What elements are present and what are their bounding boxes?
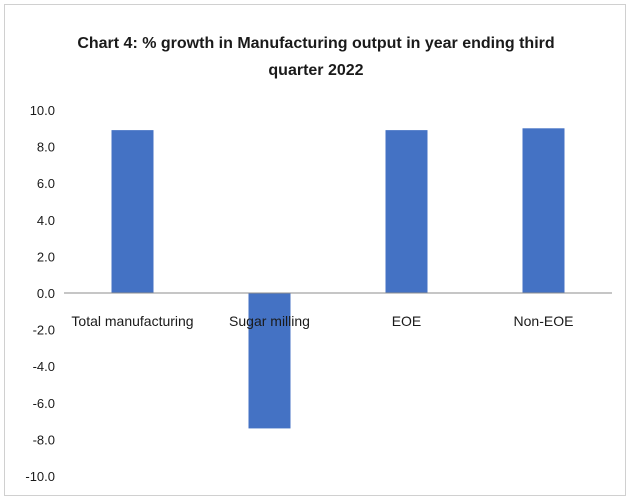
bar-series — [111, 128, 565, 429]
y-axis-tick-labels: 10.0 8.0 6.0 4.0 2.0 0.0 -2.0 -4.0 -6.0 -8.0 -10.0 — [25, 103, 55, 484]
chart-title: Chart 4: % growth in Manufacturing outpu… — [77, 35, 554, 79]
bar — [385, 130, 428, 293]
x-category-label: Non-EOE — [514, 313, 574, 329]
y-tick-label: 8.0 — [37, 140, 55, 155]
chart-frame — [4, 4, 626, 496]
y-tick-label: -6.0 — [33, 396, 55, 411]
y-tick-label: 4.0 — [37, 213, 55, 228]
x-category-label: Sugar milling — [229, 313, 310, 329]
chart-title-line-1: Chart 4: % growth in Manufacturing outpu… — [77, 35, 554, 52]
y-tick-label: 2.0 — [37, 249, 55, 264]
y-tick-label: -4.0 — [33, 359, 55, 374]
x-axis-category-labels: Total manufacturing Sugar milling EOE Non-E… — [71, 313, 573, 329]
x-category-label: EOE — [392, 313, 422, 329]
y-tick-label: 10.0 — [30, 103, 55, 118]
bar — [111, 130, 154, 293]
y-tick-label: -8.0 — [33, 432, 55, 447]
bar — [248, 293, 291, 429]
y-tick-label: 0.0 — [37, 286, 55, 301]
y-tick-label: 6.0 — [37, 176, 55, 191]
x-category-label: Total manufacturing — [71, 313, 193, 329]
y-tick-label: -10.0 — [25, 469, 55, 484]
y-tick-label: -2.0 — [33, 323, 55, 338]
bar — [522, 128, 565, 293]
chart-title-line-2: quarter 2022 — [268, 62, 363, 79]
